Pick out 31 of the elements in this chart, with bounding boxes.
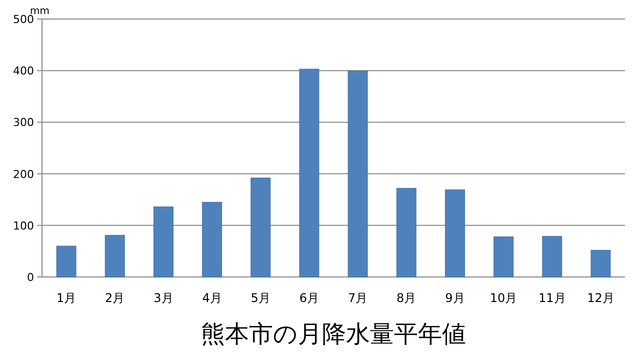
y-tick-label: 500 [13,13,34,26]
x-tick-label: 3月 [154,291,174,305]
y-tick-label: 400 [13,64,34,78]
bar [542,236,562,278]
bar [590,250,611,278]
x-tick-label: 9月 [445,291,465,305]
x-tick-label: 8月 [396,291,416,305]
bar [250,178,271,278]
bar [396,188,416,278]
text: 熊本市の月降水量平年値 [201,320,466,348]
bar [444,190,465,278]
bar [104,234,125,278]
x-tick-label: 11月 [538,291,566,305]
x-tick-label: 6月 [299,291,320,305]
bar [202,202,222,278]
x-tick-label: 4月 [202,291,222,305]
bar [56,246,76,278]
x-tick-label: 2月 [105,291,125,305]
x-tick-label: 12月 [587,291,614,305]
bar [153,206,174,278]
bar [494,236,514,278]
bar [299,68,320,278]
x-tick-label: 7月 [348,291,368,305]
y-tick-label: 0 [27,271,34,284]
y-tick-label: 200 [13,168,34,181]
y-tick-label: 300 [13,116,34,130]
x-tick-label: 5月 [250,291,270,305]
x-tick-label: 1月 [56,291,76,305]
x-tick-label: 10月 [490,291,518,305]
y-tick-label: 100 [13,219,34,232]
bar [348,70,368,278]
